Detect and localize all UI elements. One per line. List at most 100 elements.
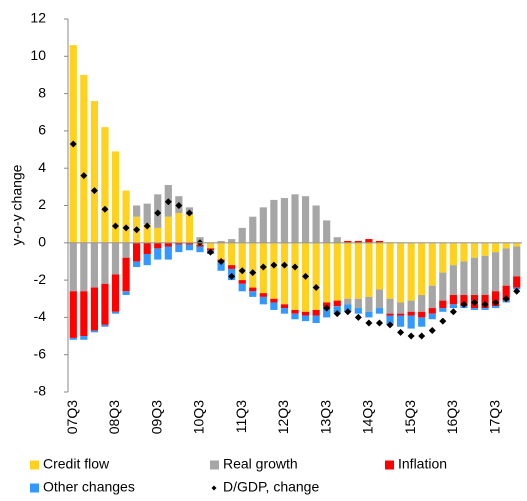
marker: [492, 298, 500, 306]
bar-segment: [175, 212, 183, 243]
marker: [101, 205, 109, 213]
y-axis-label: y-o-y change: [9, 164, 25, 245]
bar-segment: [133, 261, 141, 268]
bar-segment: [407, 242, 415, 301]
bar-segment: [143, 224, 151, 243]
legend-swatch: [30, 460, 39, 470]
bar-segment: [460, 261, 468, 296]
bar-segment: [375, 240, 384, 243]
bar-segment: [481, 308, 489, 310]
legend-label: Inflation: [398, 456, 447, 472]
bar-segment: [249, 291, 257, 297]
bar-segment: [344, 298, 352, 305]
bar-segment: [502, 242, 510, 249]
bar-segment: [101, 283, 109, 325]
bar-segment: [164, 216, 172, 243]
bar-segment: [428, 242, 436, 286]
bar-segment: [386, 315, 394, 325]
bar-segment: [280, 198, 289, 243]
x-tick-label: 17Q3: [486, 400, 502, 434]
y-tick-label: 10: [30, 47, 46, 63]
bar-segment: [217, 240, 225, 243]
bar-segment: [354, 308, 362, 314]
bar-segment: [513, 276, 521, 288]
bar-segment: [90, 287, 98, 331]
bar-segment: [354, 240, 362, 243]
marker: [90, 187, 98, 195]
bar-segment: [365, 311, 373, 318]
bar-segment: [365, 239, 373, 243]
bar-segment: [407, 311, 415, 316]
bar-segment: [228, 239, 236, 243]
bar-segment: [418, 311, 426, 318]
bar-segment: [407, 315, 415, 329]
bar-segment: [301, 315, 310, 322]
bar-segment: [449, 242, 457, 266]
bar-segment: [492, 242, 500, 253]
bar-segment: [133, 242, 141, 262]
marker: [502, 295, 510, 303]
bar-segment: [122, 242, 130, 258]
bar-segment: [323, 220, 331, 243]
bar-segment: [249, 287, 257, 292]
bar-segment: [513, 246, 521, 277]
y-tick-label: 6: [38, 122, 46, 138]
bar-segment: [449, 265, 457, 296]
y-tick-label: 0: [38, 234, 46, 250]
bar-segment: [69, 242, 77, 292]
x-tick-label: 11Q3: [233, 400, 249, 433]
bar-segment: [365, 296, 373, 312]
marker: [207, 248, 215, 256]
bar-segment: [502, 248, 510, 286]
legend-label: Credit flow: [43, 456, 110, 472]
bar-segment: [407, 300, 415, 312]
bar-segment: [111, 242, 120, 275]
bar-segment: [206, 242, 215, 249]
bar-segment: [492, 291, 500, 307]
bar-segment: [449, 304, 457, 309]
bar-segment: [249, 242, 257, 288]
bar-segment: [80, 74, 88, 243]
bar-segment: [418, 317, 426, 327]
bar-segment: [460, 295, 468, 307]
bar-segment: [238, 242, 246, 281]
bar-segment: [481, 242, 489, 256]
x-tick-label: 15Q3: [402, 400, 418, 434]
x-tick-label: 14Q3: [360, 400, 376, 434]
bar-segment: [396, 302, 405, 314]
bar-segment: [80, 291, 88, 337]
y-tick-label: 12: [30, 10, 46, 26]
bar-segment: [143, 203, 151, 225]
bar-segment: [470, 257, 479, 296]
marker: [386, 321, 394, 329]
bar-segment: [513, 242, 521, 247]
marker: [449, 308, 457, 316]
bar-segment: [111, 274, 120, 312]
bar-segment: [333, 237, 341, 243]
bar-segment: [375, 289, 384, 309]
bar-segment: [280, 242, 289, 305]
bar-segment: [312, 242, 320, 310]
bar-segment: [492, 252, 500, 292]
bar-segment: [154, 227, 162, 243]
bar-segment: [291, 313, 299, 320]
marker: [133, 226, 141, 234]
legend-label: D/GDP, change: [223, 479, 319, 495]
bar-segment: [69, 337, 77, 340]
bar-segment: [333, 306, 341, 314]
bar-segment: [122, 291, 130, 296]
bar-segment: [439, 308, 447, 312]
y-tick-label: 4: [38, 159, 46, 175]
y-tick-label: -8: [34, 383, 47, 399]
bar-segment: [333, 300, 341, 307]
bar-segment: [175, 242, 183, 245]
bar-segment: [270, 199, 278, 243]
marker: [323, 304, 331, 312]
bar-segment: [439, 272, 447, 301]
x-tick-label: 10Q3: [191, 400, 207, 434]
bar-segment: [418, 242, 426, 296]
bar-segment: [396, 313, 405, 316]
bar-segment: [439, 242, 447, 273]
marker: [428, 326, 436, 334]
